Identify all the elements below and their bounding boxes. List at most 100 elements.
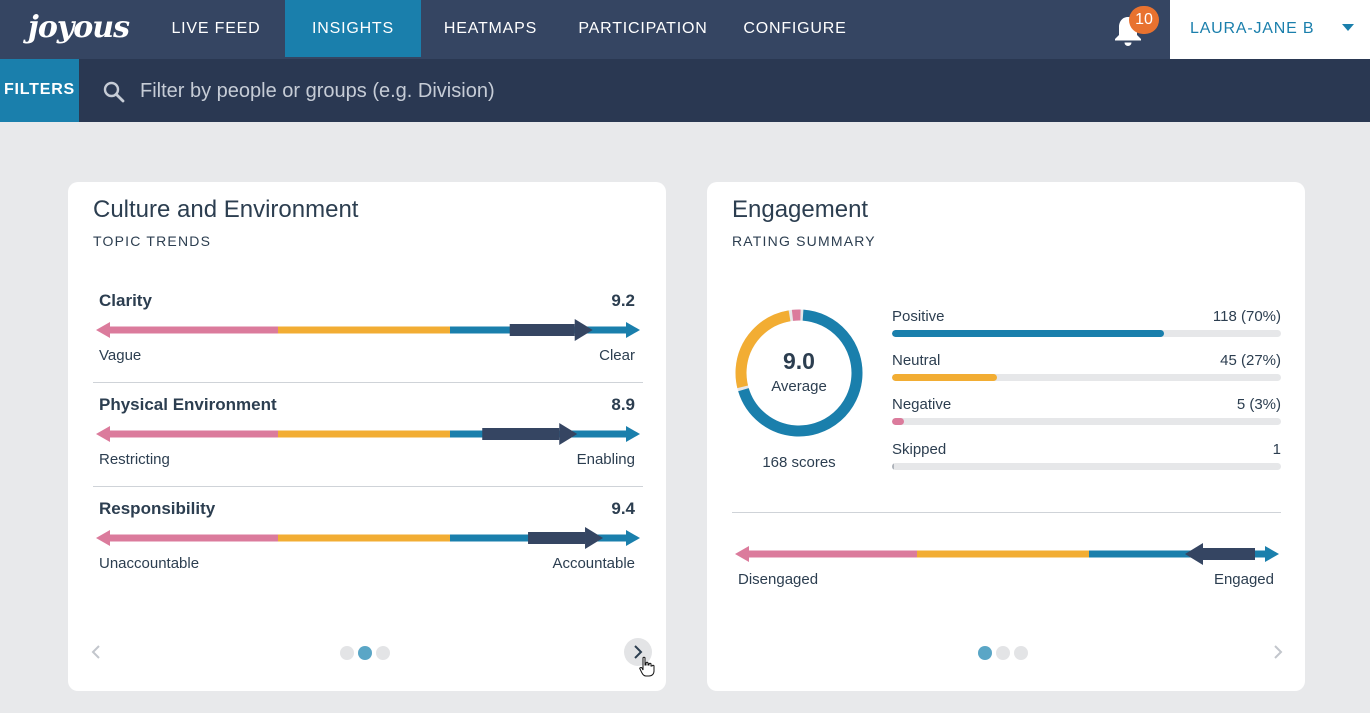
rating-track — [892, 374, 1281, 381]
segment-neutral — [278, 326, 450, 334]
rating-fill — [892, 330, 1165, 337]
nav-configure[interactable]: CONFIGURE — [743, 20, 847, 37]
user-name[interactable]: LAURA-JANE B — [1190, 20, 1315, 37]
rating-label: Negative — [892, 396, 952, 413]
topic-high-label: Accountable — [552, 555, 635, 572]
filter-bar: FILTERS — [0, 59, 1370, 122]
segment-neutral — [278, 430, 450, 438]
divider — [732, 512, 1281, 513]
segment-negative — [110, 430, 278, 438]
rating-fill — [892, 374, 998, 381]
page-dots[interactable] — [338, 644, 392, 662]
notification-badge[interactable]: 10 — [1129, 6, 1159, 34]
rating-track — [892, 463, 1281, 470]
topic-low-label: Restricting — [99, 451, 170, 468]
chevron-left-icon — [91, 645, 100, 659]
donut-segment-positive — [735, 309, 863, 437]
rating-count: 45 (27%) — [1220, 352, 1281, 369]
trend-bar — [96, 527, 640, 549]
topic-score: 9.4 — [611, 499, 635, 518]
donut-segment-neutral — [735, 309, 863, 437]
engagement-trend-bar — [735, 543, 1279, 565]
culture-card: Culture and Environment TOPIC TRENDS Cla… — [68, 182, 666, 691]
arrow-right-head — [626, 322, 640, 338]
average-score: 9.0 — [783, 348, 815, 374]
segment-negative — [749, 550, 917, 558]
score-marker-shaft — [1203, 548, 1255, 560]
card-subtitle: RATING SUMMARY — [732, 233, 876, 249]
segment-neutral — [278, 534, 450, 542]
rating-label: Skipped — [892, 441, 947, 458]
user-menu[interactable]: LAURA-JANE B — [1170, 0, 1370, 59]
nav-heatmaps[interactable]: HEATMAPS — [443, 20, 538, 37]
rating-row-negative: Negative 5 (3%) — [892, 396, 1281, 436]
next-page-button[interactable] — [624, 638, 652, 666]
rating-track — [892, 330, 1281, 337]
topic-low-label: Vague — [99, 347, 142, 364]
card-title: Engagement — [732, 196, 869, 223]
hand-cursor-icon — [639, 656, 655, 677]
arrow-left-head — [96, 426, 110, 442]
segment-positive — [1089, 550, 1265, 558]
topic-name: Physical Environment — [99, 395, 277, 414]
next-page-button[interactable] — [1264, 638, 1292, 666]
average-label: Average — [771, 378, 827, 395]
topic-high-label: Enabling — [576, 451, 635, 468]
page-dot[interactable] — [358, 645, 372, 660]
rating-track — [892, 418, 1281, 425]
topic-low-label: Unaccountable — [99, 555, 200, 572]
scale-high-label: Engaged — [1213, 571, 1274, 588]
score-marker-head — [1185, 543, 1203, 565]
page-dot[interactable] — [376, 645, 390, 660]
topic-score: 9.2 — [611, 291, 635, 310]
card-title: Culture and Environment — [93, 196, 359, 223]
rating-fill — [892, 418, 904, 425]
nav-live-feed[interactable]: LIVE FEED — [171, 20, 261, 37]
trend-bar — [96, 423, 640, 445]
scale-low-label: Disengaged — [738, 571, 819, 588]
nav-participation[interactable]: PARTICIPATION — [578, 20, 708, 37]
score-marker-shaft — [528, 532, 586, 544]
topic-row[interactable]: Responsibility 9.4 Unaccountable Account… — [93, 487, 643, 591]
search-icon — [103, 81, 125, 103]
score-count: 168 scores — [762, 454, 836, 471]
joyous-logo[interactable]: joyous — [28, 10, 130, 45]
score-marker-shaft — [482, 428, 560, 440]
page-dot[interactable] — [340, 645, 354, 660]
topic-high-label: Clear — [599, 347, 635, 364]
nav-insights[interactable]: INSIGHTS — [285, 0, 421, 57]
rating-count: 118 (70%) — [1212, 308, 1281, 325]
rating-row-positive: Positive 118 (70%) — [892, 308, 1281, 348]
score-marker-head — [574, 319, 593, 341]
topic-name: Responsibility — [99, 499, 216, 518]
page-dot[interactable] — [1014, 645, 1028, 660]
rating-donut-chart — [735, 309, 863, 437]
score-marker-head — [585, 527, 604, 549]
page-dot[interactable] — [978, 645, 992, 660]
page-dots[interactable] — [976, 644, 1030, 662]
rating-label: Neutral — [892, 352, 941, 369]
arrow-right-head — [626, 426, 640, 442]
arrow-left-head — [96, 530, 110, 546]
arrow-right-head — [1265, 546, 1279, 562]
top-nav: joyous LIVE FEED INSIGHTS HEATMAPS PARTI… — [0, 0, 1370, 59]
score-marker-shaft — [509, 324, 575, 336]
arrow-left-head — [96, 322, 110, 338]
prev-page-button[interactable] — [82, 638, 110, 666]
arrow-left-head — [735, 546, 749, 562]
rating-row-neutral: Neutral 45 (27%) — [892, 352, 1281, 392]
score-marker-head — [559, 423, 578, 445]
topic-row[interactable]: Clarity 9.2 Vague Clear — [93, 279, 643, 383]
segment-neutral — [917, 550, 1089, 558]
chevron-down-icon[interactable] — [1342, 24, 1354, 31]
filter-search-input[interactable] — [140, 73, 840, 109]
rating-fill — [892, 463, 895, 470]
topic-row[interactable]: Physical Environment 8.9 Restricting Ena… — [93, 383, 643, 487]
filters-button[interactable]: FILTERS — [0, 59, 79, 122]
rating-label: Positive — [892, 308, 945, 325]
page-dot[interactable] — [996, 645, 1010, 660]
rating-count: 1 — [1272, 441, 1281, 458]
rating-count: 5 (3%) — [1236, 396, 1281, 413]
rating-row-skipped: Skipped 1 — [892, 441, 1281, 481]
arrow-right-head — [626, 530, 640, 546]
